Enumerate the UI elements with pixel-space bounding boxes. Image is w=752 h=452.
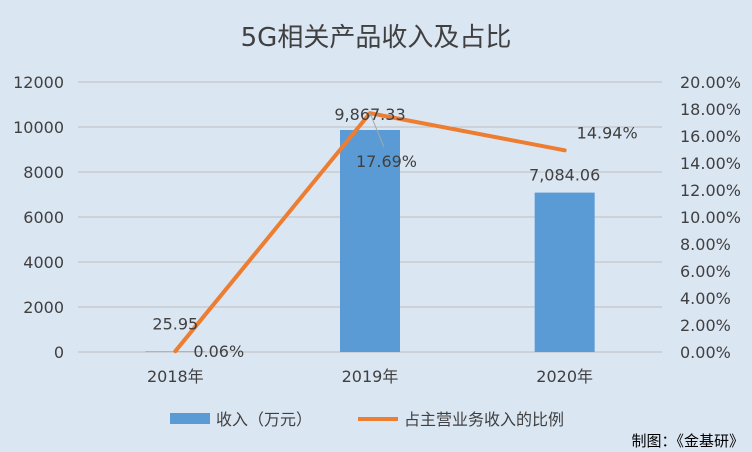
right-axis-tick-label: 12.00%: [680, 181, 741, 200]
right-axis-tick-label: 16.00%: [680, 127, 741, 146]
legend-label-bar: 收入（万元）: [216, 410, 312, 429]
right-axis-tick-label: 8.00%: [680, 235, 731, 254]
right-axis-tick-label: 18.00%: [680, 100, 741, 119]
x-axis-tick-label: 2019年: [342, 367, 399, 386]
right-axis-tick-label: 20.00%: [680, 73, 741, 92]
bar-series: [145, 129, 595, 352]
left-axis-tick-label: 8000: [23, 163, 64, 182]
legend-label-line: 占主营业务收入的比例: [404, 410, 564, 429]
right-axis-tick-label: 14.00%: [680, 154, 741, 173]
line-data-label: 14.94%: [577, 123, 638, 142]
left-axis-tick-label: 12000: [13, 73, 64, 92]
chart-title: 5G相关产品收入及占比: [241, 23, 512, 53]
data-labels: 25.959,867.337,084.060.06%17.69%14.94%: [152, 105, 637, 361]
bar-data-label: 7,084.06: [529, 166, 600, 185]
left-axis-tick-label: 10000: [13, 118, 64, 137]
left-axis-tick-label: 6000: [23, 208, 64, 227]
x-axis-tick-label: 2018年: [147, 367, 204, 386]
axes: 0 2000 4000 6000 8000 10000 12000 0.00% 2.00% 4.0…: [13, 73, 741, 386]
bar: [340, 129, 400, 352]
label-leader-line: [369, 112, 385, 148]
legend: 收入（万元） 占主营业务收入的比例: [170, 410, 564, 429]
credit-text: 制图：《金基研》: [631, 432, 744, 450]
line-data-label: 0.06%: [193, 342, 244, 361]
left-axis-tick-label: 4000: [23, 253, 64, 272]
legend-swatch-bar: [170, 413, 210, 424]
right-axis-tick-label: 0.00%: [680, 343, 731, 362]
right-axis-tick-label: 2.00%: [680, 316, 731, 335]
left-axis-tick-label: 0: [54, 343, 64, 362]
x-axis-tick-label: 2020年: [536, 367, 593, 386]
right-axis-tick-label: 6.00%: [680, 262, 731, 281]
left-axis-tick-label: 2000: [23, 298, 64, 317]
right-axis-tick-label: 10.00%: [680, 208, 741, 227]
bar: [534, 192, 595, 352]
right-axis-tick-label: 4.00%: [680, 289, 731, 308]
bar-data-label: 25.95: [152, 314, 198, 333]
line-data-label: 17.69%: [356, 152, 417, 171]
